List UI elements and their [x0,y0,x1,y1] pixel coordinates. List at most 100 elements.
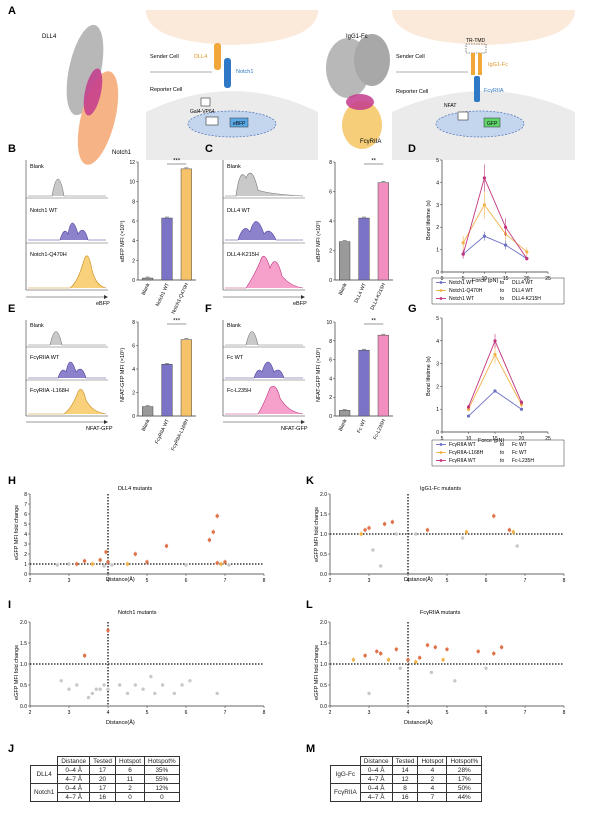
sender-cell-label-left: Sender Cell [150,54,179,60]
scatter-I-point [67,687,71,691]
scatter-I-xtick-label: 4 [107,710,110,716]
line-G-xtick-label: 15 [492,436,498,442]
table-cell: 8 [391,783,419,793]
scatter-L-ytick-label: 2.0 [320,620,327,626]
line-G-point [519,407,524,411]
scatter-L-point [394,647,398,651]
scatter-I-xtick-label: 5 [146,710,149,716]
scatter-I-point [188,679,192,683]
scatter-I-xtick-label: 2 [29,710,32,716]
scatter-H-point [145,560,149,564]
legend-item-a: Notch1 WT [449,296,474,302]
hist-f-label-1: Fc WT [227,355,244,361]
scatter-H-point [90,562,95,566]
sender-cell-label-right: Sender Cell [396,54,425,60]
scatter-K-point [425,528,430,532]
scatter-H-point [106,560,110,564]
scatter-L-point [429,670,434,675]
bar-F-ytick-label: 2 [329,395,332,401]
scatter-H-point [215,514,219,518]
line-D-point [504,225,508,229]
scatter-I-xtick-label: 6 [185,710,188,716]
bar-F-ytick-label: 0 [329,414,332,420]
line-D-xtick-label: 15 [503,276,509,282]
line-D-point [482,203,486,207]
scatter-h-title: DLL4 mutants [118,486,152,492]
hist-f-label-0: Blank [227,323,241,329]
scatter-H-ytick-label: 7 [24,502,27,508]
bar-B-ytick-label: 4 [132,239,135,245]
scatter-H-point [98,558,102,562]
bar-c-ylabel: eBFP MFI (×10⁵) [315,220,322,262]
legend-item-b: DLL4-K215H [512,296,541,302]
scatter-H-point [164,544,169,548]
scatter-L-point [406,658,410,662]
table-cell: 16 [89,792,116,802]
bar-E-ytick-label: 8 [132,320,135,326]
legend-swatch-dot [439,451,443,454]
table-j-header-2: Hotspot [114,756,145,766]
bar-B-category-label: Notch1 WT [155,282,171,307]
legend-item-to: to [500,442,504,448]
line-G-xtick-label: 25 [545,436,551,442]
scatter-L-point [453,679,457,683]
table-cell: 6 [114,765,145,775]
line-D-series-0 [462,235,528,259]
table-cell: 0–4 Å [359,765,393,775]
line-D-ytick-label: 1 [436,248,439,254]
hist-c-label-2: DLL4-K215H [227,252,259,258]
scatter-L-point [398,666,402,670]
scatter-H-ytick-label: 2 [24,552,27,558]
hist-c-xlabel: eBFP [293,301,307,307]
hist-f-xlabel: NFAT-GFP [281,426,308,432]
scatter-k-xlabel: Distance(Å) [404,576,433,583]
scatter-K-point [379,564,383,568]
panel-letter-h: H [8,475,16,487]
table-cell: 55% [143,774,180,784]
line-d-xlabel: Force (pN) [472,278,498,284]
scatter-I-point [125,691,130,696]
bar-F-ytick-label: 6 [329,358,332,364]
structure-label-dll4: DLL4 [42,34,57,40]
bar-F-ytick-label: 10 [326,320,332,326]
table-m-header-3: Hotspot% [446,756,483,766]
line-D-point [525,256,529,261]
scatter-I-point [160,683,165,687]
bar-E-ytick-label: 6 [132,344,135,350]
scatter-K-point [363,528,367,532]
legend-item-a: FcγRIIA WT [449,458,476,464]
legend-item-to: to [500,296,504,302]
line-G-point [493,352,497,357]
hist-e-label-0: Blank [30,323,44,329]
bar-C-ytick-label: 4 [329,219,332,225]
table-cell: 16 [391,792,419,802]
table-cell: 28% [446,765,483,775]
table-j-group-1: Notch1 [29,783,59,802]
scatter-I-point [90,691,95,696]
line-D-point [482,234,486,238]
scatter-K-ytick-label: 1.0 [320,532,327,538]
bar-B-ytick-label: 6 [132,219,135,225]
bar-B-ytick-label: 0 [132,278,135,284]
table-row: DLL4 0–4 Å 17 6 35% [29,765,180,784]
hist-b-xlabel: eBFP [96,301,110,307]
scatter-H-ytick-label: 6 [24,512,27,518]
bar-C-ytick-label: 2 [329,249,332,255]
table-cell: 4 [417,765,448,775]
panel-letter-d: D [408,143,416,155]
scatter-I-ytick-label: 0.5 [20,683,27,689]
bar-C-0 [339,241,351,281]
bar-B-category-label: Blank [141,282,152,296]
hist-c-label-0: Blank [227,164,241,170]
scatter-K-ytick-label: 1.5 [320,512,327,518]
scatter-K-point [515,544,519,548]
table-m-group-0: IgG-Fc [330,765,361,784]
anchor-label-trtmd: TR-TMD [466,38,486,44]
legend-swatch-dot [439,443,443,446]
scatter-i-ylabel: eGFP MFI fold change [14,645,20,700]
table-cell: 17 [89,765,116,775]
scatter-I-point [75,683,79,687]
scatter-H-ytick-label: 8 [24,492,27,498]
scatter-K-point [367,526,371,530]
scatter-L-point [379,651,383,656]
